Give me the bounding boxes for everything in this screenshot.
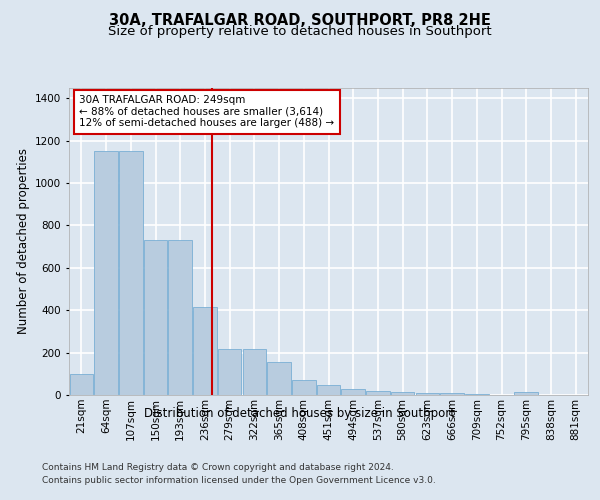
Bar	[416, 393, 439, 395]
Bar	[144, 240, 167, 395]
Bar	[193, 307, 217, 395]
Bar	[94, 151, 118, 395]
Text: Distribution of detached houses by size in Southport: Distribution of detached houses by size …	[145, 408, 455, 420]
Bar	[268, 362, 291, 395]
Bar	[70, 374, 93, 395]
Bar	[341, 388, 365, 395]
Bar	[242, 350, 266, 395]
Text: Contains HM Land Registry data © Crown copyright and database right 2024.: Contains HM Land Registry data © Crown c…	[42, 462, 394, 471]
Bar	[366, 391, 389, 395]
Text: 30A, TRAFALGAR ROAD, SOUTHPORT, PR8 2HE: 30A, TRAFALGAR ROAD, SOUTHPORT, PR8 2HE	[109, 13, 491, 28]
Bar	[292, 380, 316, 395]
Bar	[440, 393, 464, 395]
Text: Contains public sector information licensed under the Open Government Licence v3: Contains public sector information licen…	[42, 476, 436, 485]
Bar	[514, 392, 538, 395]
Bar	[169, 240, 192, 395]
Bar	[119, 151, 143, 395]
Bar	[391, 392, 415, 395]
Text: 30A TRAFALGAR ROAD: 249sqm
← 88% of detached houses are smaller (3,614)
12% of s: 30A TRAFALGAR ROAD: 249sqm ← 88% of deta…	[79, 95, 335, 128]
Bar	[317, 385, 340, 395]
Bar	[465, 394, 488, 395]
Bar	[218, 350, 241, 395]
Text: Size of property relative to detached houses in Southport: Size of property relative to detached ho…	[108, 25, 492, 38]
Y-axis label: Number of detached properties: Number of detached properties	[17, 148, 29, 334]
